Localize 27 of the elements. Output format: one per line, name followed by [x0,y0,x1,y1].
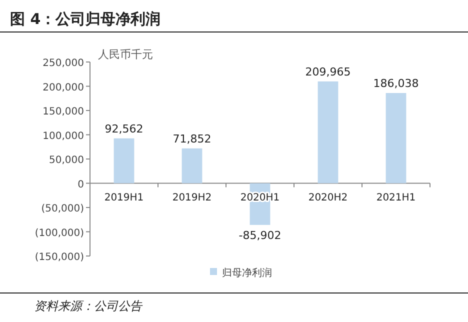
x-tick-label: 2021H1 [376,192,416,204]
x-tick-label: 2020H2 [308,192,348,204]
bar [318,81,338,184]
y-tick-label: (100,000) [34,228,84,239]
y-tick-label: 0 [78,179,84,190]
y-axis-title: 人民币千元 [98,48,153,61]
y-tick-label: 250,000 [42,58,84,69]
y-tick-label: (50,000) [41,204,84,214]
text: 资料来源：公司公告 [34,299,143,313]
x-tick-label: 2019H2 [172,192,212,204]
chart-title: 图 4：公司归母净利润 [10,10,161,28]
text: 209,965 [305,65,351,78]
text: -85,902 [238,228,282,242]
text: 71,852 [172,132,212,146]
y-tick-label: (150,000) [34,252,84,263]
bar [182,148,202,184]
y-tick-label: 150,000 [42,106,84,118]
x-tick-label: 2020H1 [240,192,280,204]
bar [386,93,406,184]
y-tick-label: 100,000 [42,130,84,142]
legend-label: 归母净利润 [222,267,272,279]
y-tick-label: 200,000 [42,82,84,94]
x-tick-label: 2019H1 [104,192,144,204]
text: 92,562 [104,122,144,136]
bar [114,138,134,184]
text: 186,038 [373,77,419,90]
y-tick-label: 50,000 [49,155,84,166]
